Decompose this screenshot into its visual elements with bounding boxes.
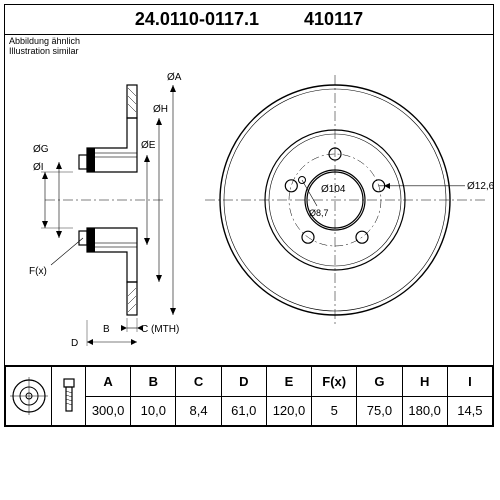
drawing-frame: 24.0110-0117.1 410117 Abbildung ähnlich … <box>4 4 494 427</box>
label-C: C (MTH) <box>141 324 179 335</box>
bolt-icon-cell <box>52 367 86 426</box>
label-H: ØH <box>153 104 168 115</box>
val-D: 61,0 <box>221 396 266 426</box>
val-E: 120,0 <box>266 396 311 426</box>
label-B: B <box>103 324 110 335</box>
dimension-table: A B C D E F(x) G H I 300,0 10,0 8,4 61,0… <box>5 366 493 426</box>
val-I: 14,5 <box>447 396 492 426</box>
col-H: H <box>402 367 447 397</box>
col-C: C <box>176 367 221 397</box>
label-bolt-hole: Ø12,6 <box>467 181 493 192</box>
title-bar: 24.0110-0117.1 410117 <box>5 5 493 35</box>
label-I: ØI <box>33 162 44 173</box>
illustration-similar-note: Abbildung ähnlich Illustration similar <box>9 37 80 57</box>
table-header-row: A B C D E F(x) G H I <box>6 367 493 397</box>
col-B: B <box>131 367 176 397</box>
col-F: F(x) <box>312 367 357 397</box>
val-G: 75,0 <box>357 396 402 426</box>
col-A: A <box>86 367 131 397</box>
val-H: 180,0 <box>402 396 447 426</box>
part-number-secondary: 410117 <box>304 9 363 30</box>
label-locating-hole: Ø8,7 <box>309 208 329 218</box>
label-E: ØE <box>141 140 156 151</box>
side-view: ØI ØG ØE <box>29 72 182 349</box>
val-C: 8,4 <box>176 396 221 426</box>
technical-drawing-svg: ØI ØG ØE <box>5 35 493 363</box>
diagram-area: Abbildung ähnlich Illustration similar <box>5 35 493 366</box>
note-en: Illustration similar <box>9 46 79 56</box>
label-G: ØG <box>33 144 49 155</box>
bolt-icon <box>56 373 82 419</box>
disc-icon <box>10 373 48 419</box>
col-E: E <box>266 367 311 397</box>
label-Fx: F(x) <box>29 266 47 277</box>
label-D: D <box>71 338 78 349</box>
note-de: Abbildung ähnlich <box>9 36 80 46</box>
col-D: D <box>221 367 266 397</box>
label-center-bore: Ø104 <box>321 184 346 195</box>
col-G: G <box>357 367 402 397</box>
val-F: 5 <box>312 396 357 426</box>
val-A: 300,0 <box>86 396 131 426</box>
disc-icon-cell <box>6 367 52 426</box>
front-view: Ø104 Ø8,7 Ø12,6 <box>205 75 493 325</box>
col-I: I <box>447 367 492 397</box>
val-B: 10,0 <box>131 396 176 426</box>
label-A: ØA <box>167 72 182 83</box>
part-number-primary: 24.0110-0117.1 <box>135 9 259 29</box>
